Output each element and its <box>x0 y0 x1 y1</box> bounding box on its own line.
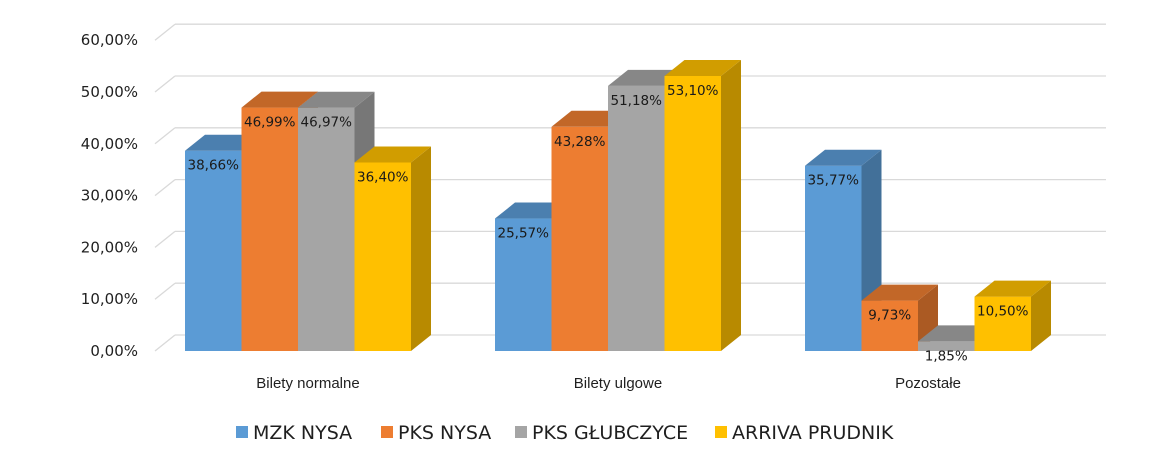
bar-front <box>551 126 608 351</box>
y-tick-label: 0,00% <box>90 342 138 360</box>
gridline-side <box>154 334 176 352</box>
legend-swatch <box>236 426 248 438</box>
data-label: 53,10% <box>667 83 719 99</box>
data-label: 36,40% <box>357 169 409 185</box>
data-label: 46,99% <box>244 115 296 131</box>
gridline-side <box>154 179 176 197</box>
bar-side <box>411 146 431 351</box>
bar <box>861 284 938 351</box>
bar-front <box>664 75 721 351</box>
bar-top <box>805 149 882 166</box>
y-tick-label: 40,00% <box>81 135 138 153</box>
y-tick-label: 20,00% <box>81 238 138 256</box>
bar <box>974 280 1051 351</box>
data-label: 10,50% <box>977 304 1029 320</box>
bar-front <box>298 107 355 351</box>
y-tick-label: 30,00% <box>81 187 138 205</box>
gridline-side <box>154 230 176 248</box>
data-label: 51,18% <box>611 93 663 109</box>
data-label: 38,66% <box>188 158 240 174</box>
bar-front <box>495 218 552 351</box>
x-tick-label: Bilety ulgowe <box>574 375 662 392</box>
bar-side <box>1031 280 1051 351</box>
legend-item[interactable]: PKS NYSA <box>381 422 491 444</box>
gridline-side <box>154 127 176 145</box>
bar-top <box>241 91 318 108</box>
legend[interactable]: MZK NYSA PKS NYSA PKS GŁUBCZYCE ARRIVA PRUD… <box>236 422 894 444</box>
bar <box>354 146 431 351</box>
legend-swatch <box>381 426 393 438</box>
data-label: 9,73% <box>868 308 911 324</box>
legend-swatch <box>515 426 527 438</box>
legend-label: PKS NYSA <box>398 422 491 444</box>
data-label: 43,28% <box>554 134 606 150</box>
bar-top <box>298 91 375 108</box>
legend-swatch <box>715 426 727 438</box>
legend-label: PKS GŁUBCZYCE <box>532 422 688 444</box>
bar-top <box>974 280 1051 297</box>
legend-label: MZK NYSA <box>253 422 352 444</box>
bar-front <box>805 165 862 351</box>
y-axis: 0,00% 10,00% 20,00% 30,00% 40,00% 50,00% 60,00… <box>81 31 138 360</box>
bar-top <box>354 146 431 163</box>
legend-item[interactable]: MZK NYSA <box>236 422 352 444</box>
data-label: 35,77% <box>808 173 860 189</box>
bar-side <box>721 59 741 351</box>
bar <box>664 59 741 351</box>
bar-front <box>608 85 665 351</box>
y-tick-label: 60,00% <box>81 31 138 49</box>
bar-front <box>918 341 975 351</box>
bar-front <box>185 150 242 351</box>
bar-front <box>974 296 1031 351</box>
bar-top <box>861 284 938 301</box>
data-label: 1,85% <box>925 348 968 364</box>
y-tick-label: 50,00% <box>81 83 138 101</box>
bar-front <box>241 107 298 351</box>
y-tick-label: 10,00% <box>81 290 138 308</box>
legend-item[interactable]: PKS GŁUBCZYCE <box>515 422 688 444</box>
data-labels: 38,66% 46,99% 46,97% 36,40% 25,57% 43,28% 51,1… <box>188 83 1029 364</box>
x-axis: Bilety normalne Bilety ulgowe Pozostałe <box>256 375 961 392</box>
bar-front <box>861 300 918 351</box>
legend-item[interactable]: ARRIVA PRUDNIK <box>715 422 894 444</box>
x-tick-label: Bilety normalne <box>256 375 359 392</box>
bars <box>185 59 1051 351</box>
data-label: 25,57% <box>498 226 550 242</box>
gridline-side <box>154 282 176 300</box>
legend-label: ARRIVA PRUDNIK <box>732 422 894 444</box>
x-tick-label: Pozostałe <box>895 375 961 392</box>
bar-front <box>354 162 411 351</box>
data-label: 46,97% <box>301 115 353 131</box>
gridline-side <box>154 75 176 93</box>
bar-top <box>664 59 741 76</box>
gridline-side <box>154 23 176 41</box>
